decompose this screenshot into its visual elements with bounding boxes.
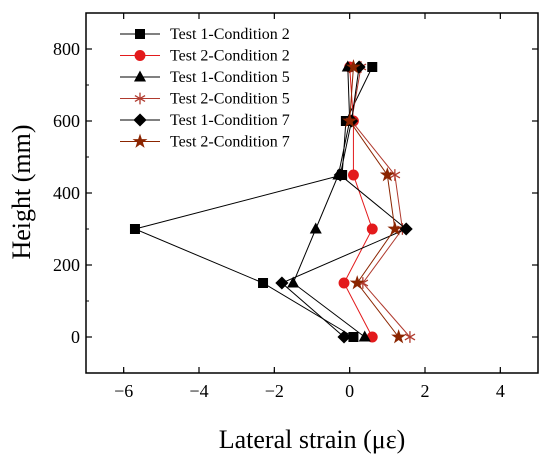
marker-star [391,329,407,344]
series-2 [338,61,378,343]
series-line [280,66,408,338]
marker-star [349,275,365,290]
marker-circle [338,277,350,289]
marker-triangle [309,222,322,234]
marker-diamond [399,222,413,236]
legend-label: Test 1-Condition 5 [170,69,290,86]
x-tick-label: 4 [496,381,505,401]
legend-item: Test 1-Condition 5 [120,69,290,86]
legend-item: Test 1-Condition 7 [120,112,290,129]
plot-border [85,12,539,374]
asterisk-stroke [389,171,401,179]
plot-frame [85,12,539,374]
y-axis-title: Height (mm) [7,124,36,259]
y-tick-label: 800 [53,39,80,59]
x-tick-label: −4 [189,381,208,401]
x-tick-label: −2 [265,381,284,401]
marker-asterisk [404,331,416,343]
x-tick-label: 0 [345,381,354,401]
series-line [292,66,366,338]
marker-square [135,29,145,39]
x-axis-title: Lateral strain (με) [219,425,406,454]
series-line [133,66,373,338]
y-tick-label: 400 [53,183,80,203]
marker-diamond [133,113,147,127]
series-6 [342,59,407,344]
legend-item: Test 1-Condition 2 [120,26,290,43]
marker-square [367,62,378,72]
marker-star [342,113,358,128]
legend-item: Test 2-Condition 5 [120,91,290,108]
marker-circle [134,50,146,61]
asterisk-stroke [134,95,146,102]
marker-triangle [287,276,300,288]
legend: Test 1-Condition 2 Test 2-Condition 2 Test… [120,26,290,151]
legend-label: Test 1-Condition 2 [170,26,290,43]
legend-label: Test 2-Condition 5 [170,91,290,108]
marker-star [132,133,148,148]
marker-diamond [337,330,351,344]
y-tick-label: 200 [53,255,80,275]
series-layer [129,59,416,344]
series-4 [346,61,416,343]
marker-circle [347,169,359,181]
marker-square [258,278,269,288]
legend-item: Test 2-Condition 7 [120,134,290,151]
series-line [349,66,400,338]
series-line [351,66,411,338]
y-tick-label: 0 [71,327,80,347]
marker-star [345,59,361,74]
marker-star [379,167,395,182]
x-tick-label: 2 [421,381,430,401]
axes-layer: −6 −4 −2 0 2 4 0 200 400 600 800 [53,12,538,401]
marker-star [387,221,403,236]
series-5 [275,60,413,344]
legend-item: Test 2-Condition 2 [120,48,290,65]
y-tick-label: 600 [53,111,80,131]
marker-square [129,224,140,234]
marker-circle [366,223,378,235]
marker-triangle [358,330,371,342]
x-tick-label: −6 [114,381,133,401]
legend-label: Test 2-Condition 2 [170,48,290,65]
asterisk-stroke [404,333,416,341]
marker-diamond [275,276,289,290]
legend-label: Test 2-Condition 7 [170,134,290,151]
marker-diamond [333,168,347,182]
marker-triangle [133,70,147,82]
legend-label: Test 1-Condition 7 [170,112,290,129]
marker-asterisk [134,92,146,105]
